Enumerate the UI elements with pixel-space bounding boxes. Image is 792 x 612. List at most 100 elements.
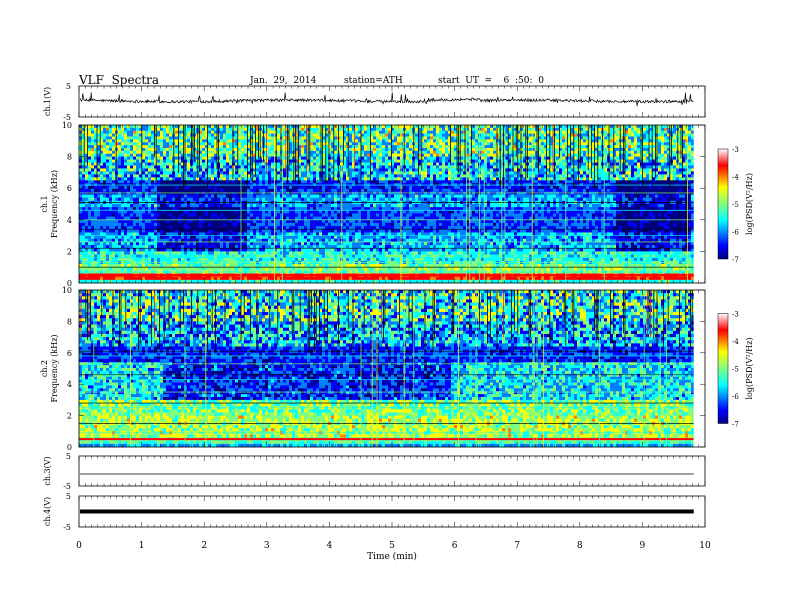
spectrogram-cell	[145, 242, 148, 245]
spectrogram-cell	[124, 154, 127, 157]
spectrogram-cell	[214, 229, 217, 232]
spectrogram-cell	[241, 177, 244, 180]
spectrogram-cell	[226, 220, 229, 223]
spectrogram-cell	[229, 174, 232, 177]
spectrogram-cell	[223, 160, 226, 163]
spectrogram-cell	[124, 180, 127, 183]
spectrogram-cell	[115, 229, 118, 232]
spectrogram-cell	[163, 204, 166, 207]
spectrogram-cell	[130, 229, 133, 232]
spectrogram-cell	[115, 151, 118, 154]
spectrogram-cell	[97, 277, 100, 280]
spectrogram-cell	[88, 128, 91, 131]
spectrogram-cell	[187, 198, 190, 201]
spectrogram-cell	[127, 151, 130, 154]
spectrogram-cell	[202, 213, 205, 216]
spectrogram-cell	[193, 177, 196, 180]
spectrogram-cell	[127, 220, 130, 223]
spectrogram-cell	[202, 160, 205, 163]
spectrogram-cell	[112, 251, 115, 254]
spectrogram-cell	[235, 242, 238, 245]
spectrogram-cell	[115, 139, 118, 142]
spectrogram-cell	[232, 213, 235, 216]
spectrogram-cell	[172, 195, 175, 198]
spectrogram-cell	[160, 242, 163, 245]
spectrogram-cell	[106, 204, 109, 207]
spectrogram-cell	[148, 210, 151, 213]
spectrogram-cell	[223, 165, 226, 168]
spectrogram-cell	[226, 189, 229, 192]
spectrogram-cell	[184, 177, 187, 180]
spectrogram-cell	[205, 195, 208, 198]
spectrogram-cell	[211, 277, 214, 280]
spectrogram-cell	[91, 195, 94, 198]
spectrogram-cell	[217, 189, 220, 192]
spectrogram-cell	[208, 171, 211, 174]
spectrogram-cell	[175, 154, 178, 157]
spectrogram-cell	[160, 174, 163, 177]
spectrogram-cell	[94, 236, 97, 239]
spectrogram-cell	[235, 174, 238, 177]
spectrogram-cell	[91, 198, 94, 201]
spectrogram-cell	[94, 258, 97, 261]
spectrogram-cell	[220, 131, 223, 134]
spectrogram-cell	[211, 177, 214, 180]
spectrogram-cell	[181, 186, 184, 189]
spectrogram-cell	[187, 251, 190, 254]
spectrogram-cell	[127, 168, 130, 171]
spectrogram-cell	[169, 134, 172, 137]
spectrogram-cell	[178, 189, 181, 192]
spectrogram-cell	[169, 277, 172, 280]
spectrogram-cell	[166, 171, 169, 174]
spectrogram-cell	[172, 210, 175, 213]
spectrogram-cell	[115, 267, 118, 270]
spectrogram-cell	[148, 174, 151, 177]
spectrogram-cell	[151, 204, 154, 207]
spectrogram-cell	[226, 258, 229, 261]
spectrogram-cell	[151, 198, 154, 201]
spectrogram-cell	[148, 180, 151, 183]
spectrogram-cell	[130, 145, 133, 148]
spectrogram-cell	[154, 210, 157, 213]
spectrogram-cell	[160, 165, 163, 168]
spectrogram-cell	[88, 277, 91, 280]
spectrogram-cell	[226, 165, 229, 168]
spectrogram-cell	[85, 267, 88, 270]
spectrogram-cell	[187, 186, 190, 189]
spectrogram-cell	[193, 198, 196, 201]
spectrogram-cell	[232, 142, 235, 145]
spectrogram-cell	[232, 267, 235, 270]
spectrogram-cell	[199, 174, 202, 177]
spectrogram-cell	[151, 131, 154, 134]
spectrogram-cell	[175, 229, 178, 232]
spectrogram-cell	[214, 236, 217, 239]
spectrogram-cell	[136, 229, 139, 232]
spectrogram-cell	[190, 229, 193, 232]
spectrogram-cell	[124, 189, 127, 192]
spectrogram-cell	[121, 242, 124, 245]
spectrogram-cell	[121, 163, 124, 166]
spectrogram-cell	[145, 165, 148, 168]
spectrogram-cell	[190, 277, 193, 280]
spectrogram-cell	[184, 136, 187, 139]
spectrogram-cell	[184, 151, 187, 154]
spectrogram-cell	[112, 131, 115, 134]
spectrogram-cell	[121, 139, 124, 142]
spectrogram-cell	[190, 198, 193, 201]
spectrogram-cell	[82, 128, 85, 131]
spectrogram-cell	[178, 204, 181, 207]
spectrogram-cell	[226, 267, 229, 270]
spectrogram-cell	[145, 277, 148, 280]
spectrogram-cell	[109, 128, 112, 131]
spectrogram-cell	[97, 195, 100, 198]
spectrogram-cell	[232, 168, 235, 171]
spectrogram-cell	[199, 258, 202, 261]
spectrogram-cell	[214, 267, 217, 270]
spectrogram-cell	[217, 223, 220, 226]
spectrogram-cell	[133, 195, 136, 198]
spectrogram-cell	[88, 171, 91, 174]
spectrogram-cell	[217, 236, 220, 239]
spectrogram-cell	[169, 168, 172, 171]
spectrogram-cell	[82, 277, 85, 280]
spectrogram-cell	[88, 186, 91, 189]
